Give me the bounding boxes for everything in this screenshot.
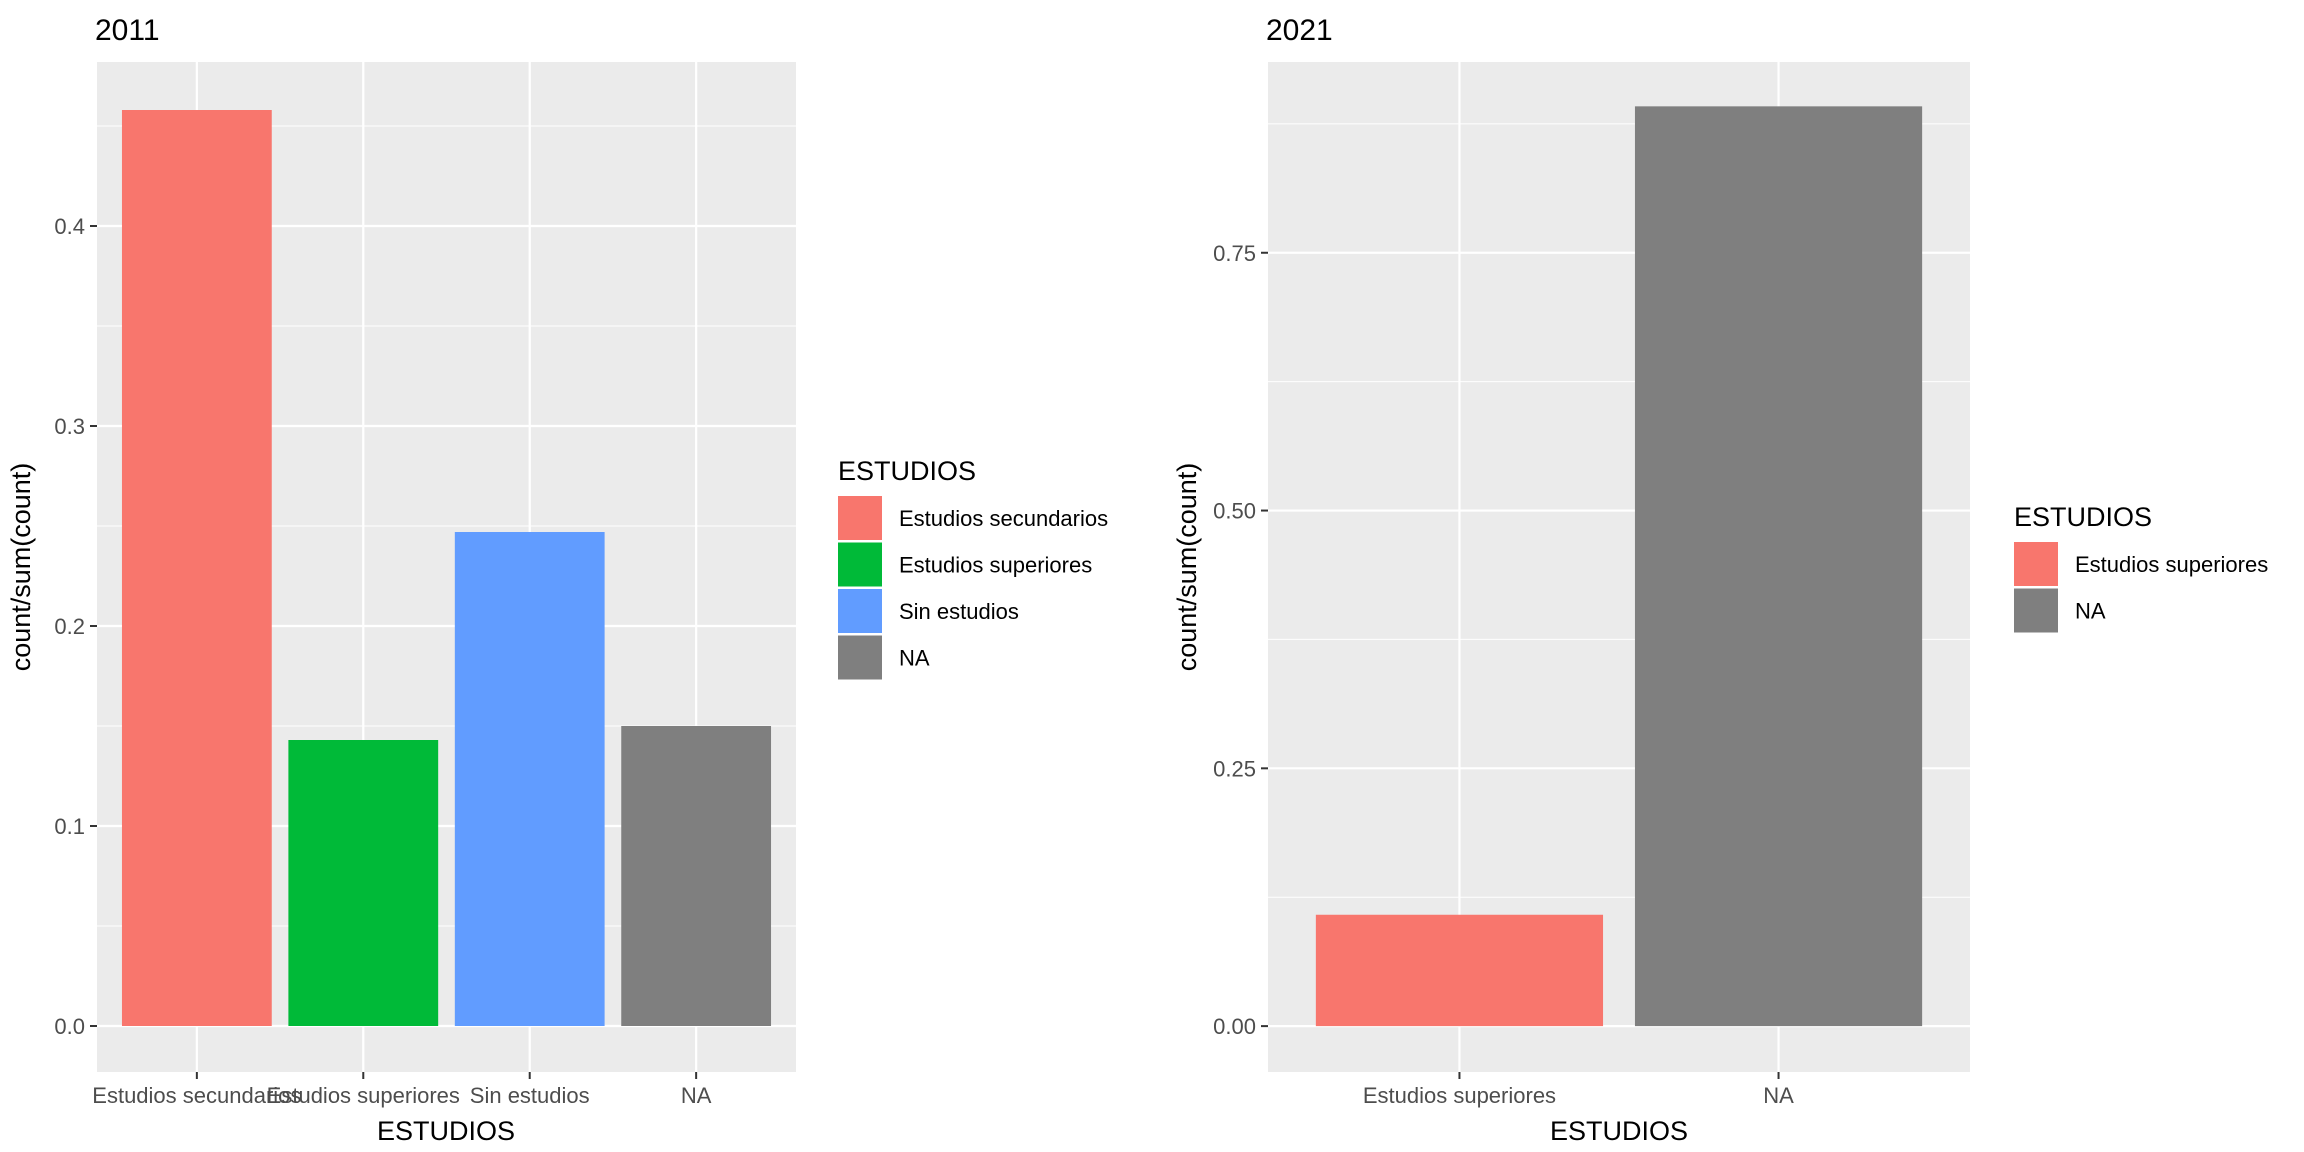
y-tick-label: 0.25 bbox=[1213, 756, 1256, 781]
legend-label: Estudios superiores bbox=[899, 553, 1092, 578]
legend-label: NA bbox=[2075, 599, 2106, 624]
x-tick-label: Estudios secundarios bbox=[92, 1083, 301, 1108]
y-tick-label: 0.0 bbox=[54, 1014, 85, 1039]
legend-key bbox=[838, 635, 882, 680]
x-axis-title: ESTUDIOS bbox=[1550, 1116, 1688, 1146]
chart-1: 0.00 0.25 0.50 0.75 Estudios superiores NA 202… bbox=[1172, 14, 2268, 1146]
bar-3 bbox=[454, 532, 605, 1026]
bar-2 bbox=[288, 740, 439, 1026]
legend-key bbox=[838, 542, 882, 587]
x-axis-title: ESTUDIOS bbox=[377, 1116, 515, 1146]
chart-title: 2021 bbox=[1266, 14, 1333, 47]
legend-key bbox=[2014, 542, 2058, 586]
y-tick-label: 0.4 bbox=[54, 214, 85, 239]
legend-title: ESTUDIOS bbox=[838, 456, 976, 486]
x-tick-label: NA bbox=[1763, 1083, 1794, 1108]
y-tick-label: 0.1 bbox=[54, 814, 85, 839]
bar-1 bbox=[121, 110, 272, 1026]
y-tick-label: 0.3 bbox=[54, 414, 85, 439]
y-tick-label: 0.75 bbox=[1213, 241, 1256, 266]
legend-label: NA bbox=[899, 646, 930, 671]
y-tick-label: 0.2 bbox=[54, 614, 85, 639]
legend-title: ESTUDIOS bbox=[2014, 502, 2152, 532]
bar-1 bbox=[1315, 914, 1604, 1027]
x-tick-label: NA bbox=[681, 1083, 712, 1108]
y-axis-title: count/sum(count) bbox=[6, 463, 36, 672]
bar-2 bbox=[1634, 106, 1923, 1027]
legend-label: Estudios secundarios bbox=[899, 506, 1108, 531]
x-tick-label: Estudios superiores bbox=[1363, 1083, 1556, 1108]
legend-key bbox=[838, 589, 882, 633]
x-tick-label: Sin estudios bbox=[470, 1083, 590, 1108]
legend-label: Sin estudios bbox=[899, 599, 1019, 624]
legend-key bbox=[2014, 588, 2058, 633]
legend: ESTUDIOS Estudios superiores NA bbox=[2014, 502, 2268, 633]
legend: ESTUDIOS Estudios secundarios Estudios sup… bbox=[838, 456, 1108, 680]
legend-label: Estudios superiores bbox=[2075, 552, 2268, 577]
y-axis-title: count/sum(count) bbox=[1172, 463, 1202, 672]
x-tick-label: Estudios superiores bbox=[267, 1083, 460, 1108]
y-tick-label: 0.50 bbox=[1213, 499, 1256, 524]
y-tick-label: 0.00 bbox=[1213, 1014, 1256, 1039]
bar-4 bbox=[621, 726, 772, 1026]
chart-title: 2011 bbox=[95, 14, 160, 47]
legend-key bbox=[838, 496, 882, 540]
